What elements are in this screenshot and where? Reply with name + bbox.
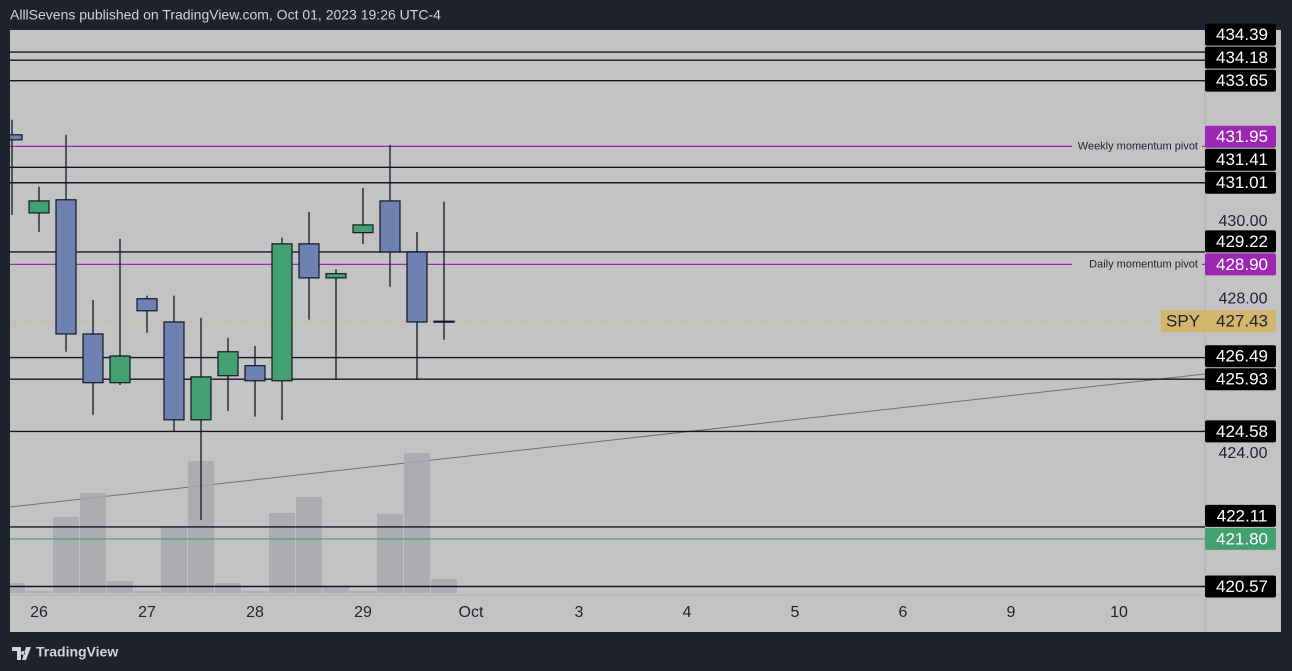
level-label-box xyxy=(1205,253,1276,276)
candle-body xyxy=(190,376,212,421)
x-tick-label: 29 xyxy=(354,604,372,621)
x-tick-label: 5 xyxy=(791,604,800,621)
level-label-box xyxy=(1205,420,1276,443)
y-tick-label: 424.00 xyxy=(1219,445,1268,462)
level-label: 424.58 xyxy=(1216,422,1268,441)
volume-bar xyxy=(10,583,25,593)
level-label-box xyxy=(1205,46,1276,69)
volume-bar xyxy=(134,591,160,593)
level-label: 427.43 xyxy=(1216,312,1268,331)
y-tick-label: 430.00 xyxy=(1219,213,1268,230)
candle-body xyxy=(109,355,131,384)
level-note: Daily momentum pivot xyxy=(1089,258,1198,270)
level-label-box xyxy=(1205,310,1276,333)
level-label-box xyxy=(1205,23,1276,46)
volume-bar xyxy=(26,591,52,593)
level-label: 434.39 xyxy=(1216,25,1268,44)
candle-body xyxy=(163,321,185,421)
candle-body xyxy=(244,365,266,382)
candle-body xyxy=(271,243,293,382)
level-label: 434.18 xyxy=(1216,48,1268,67)
volume-bar xyxy=(161,527,187,593)
note-bg xyxy=(1072,139,1202,154)
brand: TradingView xyxy=(36,644,118,660)
level-label-box xyxy=(1205,504,1276,527)
symbol-box xyxy=(1161,310,1205,333)
candle-body xyxy=(379,200,401,253)
candle-body xyxy=(325,273,347,279)
level-label-box xyxy=(1205,345,1276,368)
level-label: 421.80 xyxy=(1216,529,1268,548)
candle-body xyxy=(352,224,374,234)
logo xyxy=(12,647,31,660)
volume-bar xyxy=(215,583,241,593)
level-label-box xyxy=(1205,368,1276,391)
level-label-box xyxy=(1205,69,1276,92)
volume-bar xyxy=(323,587,349,593)
candle-body xyxy=(55,199,77,335)
header-text: AlllSevens published on TradingView.com,… xyxy=(10,7,441,23)
candle-body xyxy=(28,200,50,214)
level-label: 431.95 xyxy=(1216,127,1268,146)
volume-bar xyxy=(350,591,376,593)
x-tick-label: 27 xyxy=(138,604,156,621)
x-tick-label: 9 xyxy=(1007,604,1016,621)
y-tick-label: 428.00 xyxy=(1219,290,1268,307)
level-label: 431.41 xyxy=(1216,150,1268,169)
candle-body xyxy=(298,243,320,279)
x-tick-label: 10 xyxy=(1110,604,1128,621)
time-axis: 26 27 28 29 Oct 3 4 5 6 9 10 xyxy=(30,604,1128,621)
volume-bar xyxy=(242,591,268,593)
level-label: 420.57 xyxy=(1216,577,1268,596)
candle-body xyxy=(10,134,23,141)
candle-body xyxy=(217,351,239,377)
level-label-box xyxy=(1205,527,1276,550)
volume-bar xyxy=(377,514,403,593)
candle-body xyxy=(136,298,158,312)
level-label: 426.49 xyxy=(1216,347,1268,366)
candle-body xyxy=(406,251,428,323)
level-label: 433.65 xyxy=(1216,71,1268,90)
candle-body xyxy=(433,320,455,323)
x-tick-label: 3 xyxy=(575,604,584,621)
price-pane: Weekly momentum pivot Daily momentum pivo… xyxy=(10,51,1205,593)
volume-bar xyxy=(80,493,106,593)
candle-body xyxy=(82,333,104,384)
level-label: 428.90 xyxy=(1216,255,1268,274)
x-tick-label: 28 xyxy=(246,604,264,621)
symbol-label: SPY xyxy=(1166,312,1200,331)
level-note: Weekly momentum pivot xyxy=(1078,140,1198,152)
price-axis: 430.00 428.00 424.00 420.57 421.80 422.11 424.… xyxy=(1161,23,1276,598)
level-label: 431.01 xyxy=(1216,173,1268,192)
level-label: 429.22 xyxy=(1216,232,1268,251)
x-tick-label: 26 xyxy=(30,604,48,621)
level-label-box xyxy=(1205,171,1276,194)
level-label-box xyxy=(1205,125,1276,148)
volume-bar xyxy=(269,513,295,593)
chart-background xyxy=(10,30,1281,632)
level-label-box xyxy=(1205,230,1276,253)
level-label-box xyxy=(1205,148,1276,171)
x-tick-label: 6 xyxy=(899,604,908,621)
x-tick-label: Oct xyxy=(459,604,484,621)
level-label: 422.11 xyxy=(1217,506,1268,525)
note-bg xyxy=(1072,257,1202,272)
level-label: 425.93 xyxy=(1216,370,1268,389)
volume-bar xyxy=(53,517,79,593)
level-label-box xyxy=(1205,575,1276,598)
x-tick-label: 4 xyxy=(683,604,692,621)
volume-bar xyxy=(404,453,430,593)
footer: TradingView xyxy=(12,644,118,660)
volume-bar xyxy=(296,497,322,593)
